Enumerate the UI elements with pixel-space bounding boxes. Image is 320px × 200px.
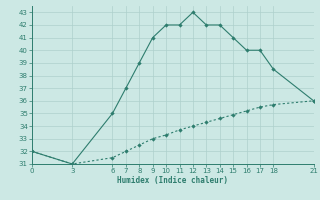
X-axis label: Humidex (Indice chaleur): Humidex (Indice chaleur)	[117, 176, 228, 185]
